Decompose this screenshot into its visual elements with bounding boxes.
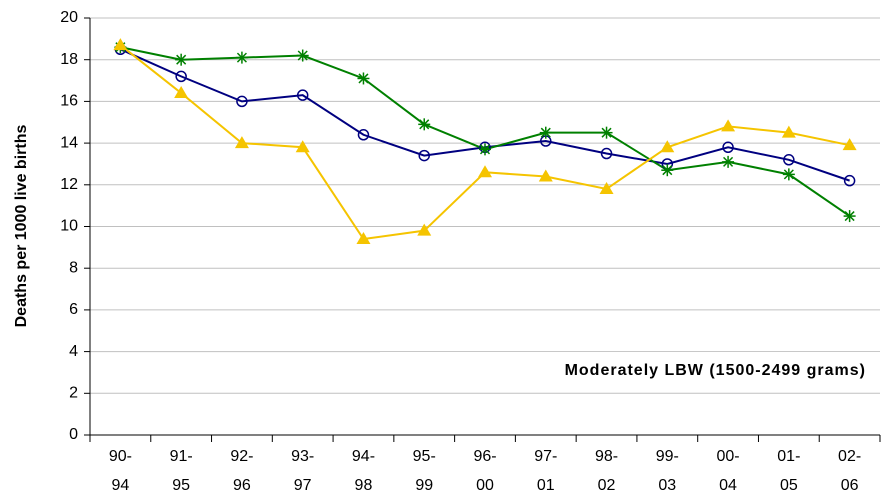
marker-stroke <box>723 156 734 167</box>
marker <box>781 125 796 138</box>
marker <box>357 129 370 141</box>
marker-stroke <box>176 54 187 65</box>
marker <box>356 232 371 245</box>
marker <box>175 53 188 66</box>
marker <box>600 126 613 139</box>
marker-stroke <box>297 50 308 61</box>
x-tick-label: 02- 06 <box>838 448 862 494</box>
y-tick-label: 18 <box>60 51 78 68</box>
series-line <box>120 46 851 217</box>
marker-stroke <box>540 127 551 138</box>
marker-stroke <box>479 144 491 155</box>
x-tick-label: 00- 04 <box>716 448 740 494</box>
marker <box>783 154 795 166</box>
y-tick-label: 0 <box>69 426 78 443</box>
marker <box>600 147 613 160</box>
x-tick-label: 98- 02 <box>594 448 619 494</box>
marker-stroke <box>419 119 430 130</box>
marker <box>660 140 675 153</box>
marker <box>842 138 857 151</box>
marker-stroke <box>236 52 247 63</box>
marker <box>174 86 189 99</box>
marker-stroke <box>662 165 673 176</box>
x-tick-label: 91- 95 <box>169 448 193 494</box>
marker-stroke <box>358 73 369 84</box>
x-tick-label: 94- 98 <box>351 448 376 494</box>
y-tick-label: 8 <box>69 259 78 276</box>
x-tick-label: 97- 01 <box>534 448 558 494</box>
marker <box>599 181 614 194</box>
marker <box>295 140 310 153</box>
y-tick-label: 2 <box>69 385 78 402</box>
marker <box>538 169 553 182</box>
marker <box>478 165 492 178</box>
x-tick-label: 01- 05 <box>777 448 801 494</box>
y-tick-label: 10 <box>60 218 78 235</box>
x-tick-label: 95- 99 <box>412 448 436 494</box>
marker-stroke <box>783 169 794 180</box>
marker <box>721 119 736 132</box>
x-tick-label: 92- 96 <box>230 448 254 494</box>
marker <box>661 164 674 177</box>
marker <box>235 51 248 64</box>
marker <box>843 174 856 187</box>
marker <box>539 126 552 139</box>
marker <box>236 95 248 108</box>
y-tick-label: 4 <box>69 343 78 360</box>
marker <box>234 136 249 149</box>
annotation-box <box>380 352 880 388</box>
series-line <box>119 48 850 182</box>
x-tick-label: 90- 94 <box>108 448 132 494</box>
y-tick-label: 16 <box>60 93 78 110</box>
y-tick-label: 14 <box>60 134 78 151</box>
x-tick-label: 99- 03 <box>655 448 679 494</box>
marker <box>296 49 309 62</box>
marker <box>479 143 491 156</box>
y-tick-label: 12 <box>60 176 78 193</box>
marker <box>418 149 430 162</box>
marker <box>722 155 735 168</box>
marker <box>357 72 370 85</box>
marker-stroke <box>844 211 855 222</box>
marker <box>782 168 795 181</box>
marker <box>175 70 187 83</box>
y-tick-label: 6 <box>69 301 78 318</box>
marker <box>296 89 309 101</box>
marker <box>722 141 734 154</box>
marker-stroke <box>601 127 612 138</box>
y-tick-label: 20 <box>60 9 78 26</box>
y-axis-label: Deaths per 1000 live births <box>13 125 30 328</box>
annotation: Moderately LBW (1500-2499 grams) <box>565 362 866 379</box>
marker <box>843 210 856 223</box>
marker <box>418 118 431 131</box>
x-tick-label: 93- 97 <box>291 448 315 494</box>
marker <box>113 38 128 51</box>
marker <box>417 223 432 236</box>
x-tick-label: 96- 00 <box>473 448 497 494</box>
